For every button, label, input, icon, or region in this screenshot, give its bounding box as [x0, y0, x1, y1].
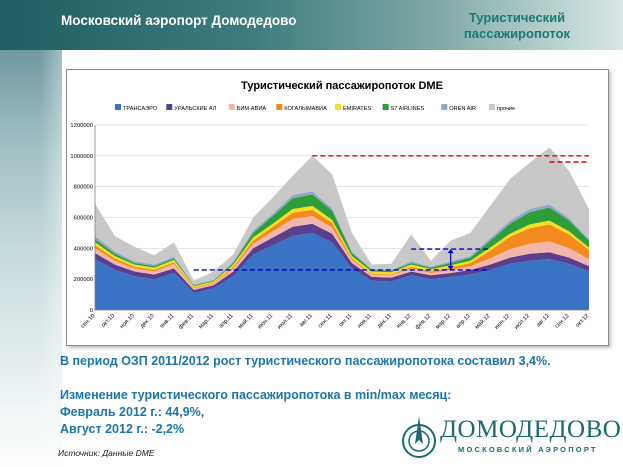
x-tick-label: мар.12	[435, 313, 452, 330]
legend-swatch	[276, 104, 283, 110]
legend-label: ТРАНСАЭРО	[123, 106, 158, 112]
x-tick-label: окт.12	[575, 313, 590, 328]
x-tick-label: сен.10	[80, 313, 97, 330]
logo-subtitle: МОСКОВСКИЙ АЭРОПОРТ	[458, 445, 598, 454]
legend-swatch	[166, 104, 173, 110]
legend-swatch	[488, 104, 495, 110]
domodedovo-logo: ДОМОДЕДОВО МОСКОВСКИЙ АЭРОПОРТ	[400, 414, 621, 462]
legend-label: КОГАЛЫМАВИА	[284, 106, 327, 112]
legend-label: S7 AIRLINES	[391, 106, 425, 112]
x-tick-label: янв.11	[159, 313, 175, 329]
chart-frame: Туристический пассажиропоток DME ТРАНСАЭР…	[66, 69, 609, 346]
slide-topic-line1: Туристический	[468, 10, 566, 25]
x-tick-label: янв.12	[396, 313, 413, 330]
x-tick-label: июн.11	[257, 313, 274, 330]
legend-swatch	[115, 104, 121, 110]
x-tick-label: фев.12	[415, 313, 433, 331]
legend-swatch	[382, 104, 389, 110]
x-tick-label: фев.11	[178, 313, 195, 330]
x-tick-label: дек.11	[377, 313, 393, 329]
source-note: Источник: Данные DME	[58, 448, 155, 458]
area-chart: Туристический пассажиропоток DME ТРАНСАЭР…	[70, 80, 590, 331]
legend-label: УРАЛЬСКИЕ АЛ	[174, 106, 216, 112]
x-tick-label: май.12	[474, 312, 492, 330]
legend-swatch	[228, 104, 235, 110]
series-area	[95, 232, 589, 310]
arrow-head-down	[447, 265, 454, 270]
slide-topic: Туристический пассажиропоток	[447, 10, 587, 42]
x-tick-label: сен.12	[554, 313, 571, 330]
x-tick-label: апр.11	[218, 313, 234, 329]
x-tick-label: июл.11	[277, 313, 294, 330]
x-tick-label: июл.12	[514, 313, 532, 331]
legend-label: EMIRATES	[343, 106, 371, 112]
x-tick-label: окт.10	[101, 313, 116, 328]
x-tick-label: дек.10	[139, 313, 155, 329]
legend-swatch	[441, 104, 448, 110]
y-tick-label: 1200000	[70, 123, 93, 129]
y-tick-label: 400000	[74, 246, 93, 252]
legend-label: БИМ-АВИА	[237, 106, 267, 112]
x-tick-label: авг.11	[299, 313, 314, 328]
logo-wordmark: ДОМОДЕДОВО	[440, 416, 622, 443]
feb-change-text: Февраль 2012 г.: 44,9%,	[60, 405, 205, 419]
header-band	[0, 0, 623, 50]
y-tick-label: 600000	[74, 216, 93, 222]
x-tick-label: мар.11	[198, 313, 215, 330]
legend-label: OREN AIR	[449, 106, 476, 112]
x-tick-label: сен.11	[317, 313, 333, 329]
aug-change-text: Август 2012 г.: -2,2%	[60, 422, 185, 436]
summary-text: В период ОЗП 2011/2012 рост туристическо…	[60, 354, 551, 368]
x-tick-label: окт.11	[338, 313, 353, 328]
y-tick-label: 800000	[74, 185, 93, 191]
x-tick-label: май.11	[237, 312, 255, 330]
slide-topic-line2: пассажиропоток	[463, 26, 571, 41]
y-tick-label: 1000000	[70, 154, 93, 160]
x-tick-label: ноя.10	[119, 313, 136, 330]
chart-title: Туристический пассажиропоток DME	[241, 80, 443, 92]
arrow-head-up	[447, 249, 454, 254]
y-tick-label: 0	[90, 308, 93, 314]
legend-swatch	[335, 104, 341, 110]
x-tick-label: июн.12	[494, 313, 512, 331]
x-tick-label: авг.12	[535, 313, 550, 328]
y-tick-label: 200000	[74, 277, 93, 283]
header-title: Московский аэропорт Домодедово	[61, 13, 297, 28]
logo-mark-icon	[402, 416, 436, 458]
x-tick-label: апр.12	[455, 313, 472, 330]
change-label: Изменение туристического пассажиропотока…	[60, 388, 452, 402]
legend-label: прочие	[497, 106, 515, 112]
x-tick-label: ноя.11	[357, 313, 373, 329]
series-area	[95, 147, 589, 285]
